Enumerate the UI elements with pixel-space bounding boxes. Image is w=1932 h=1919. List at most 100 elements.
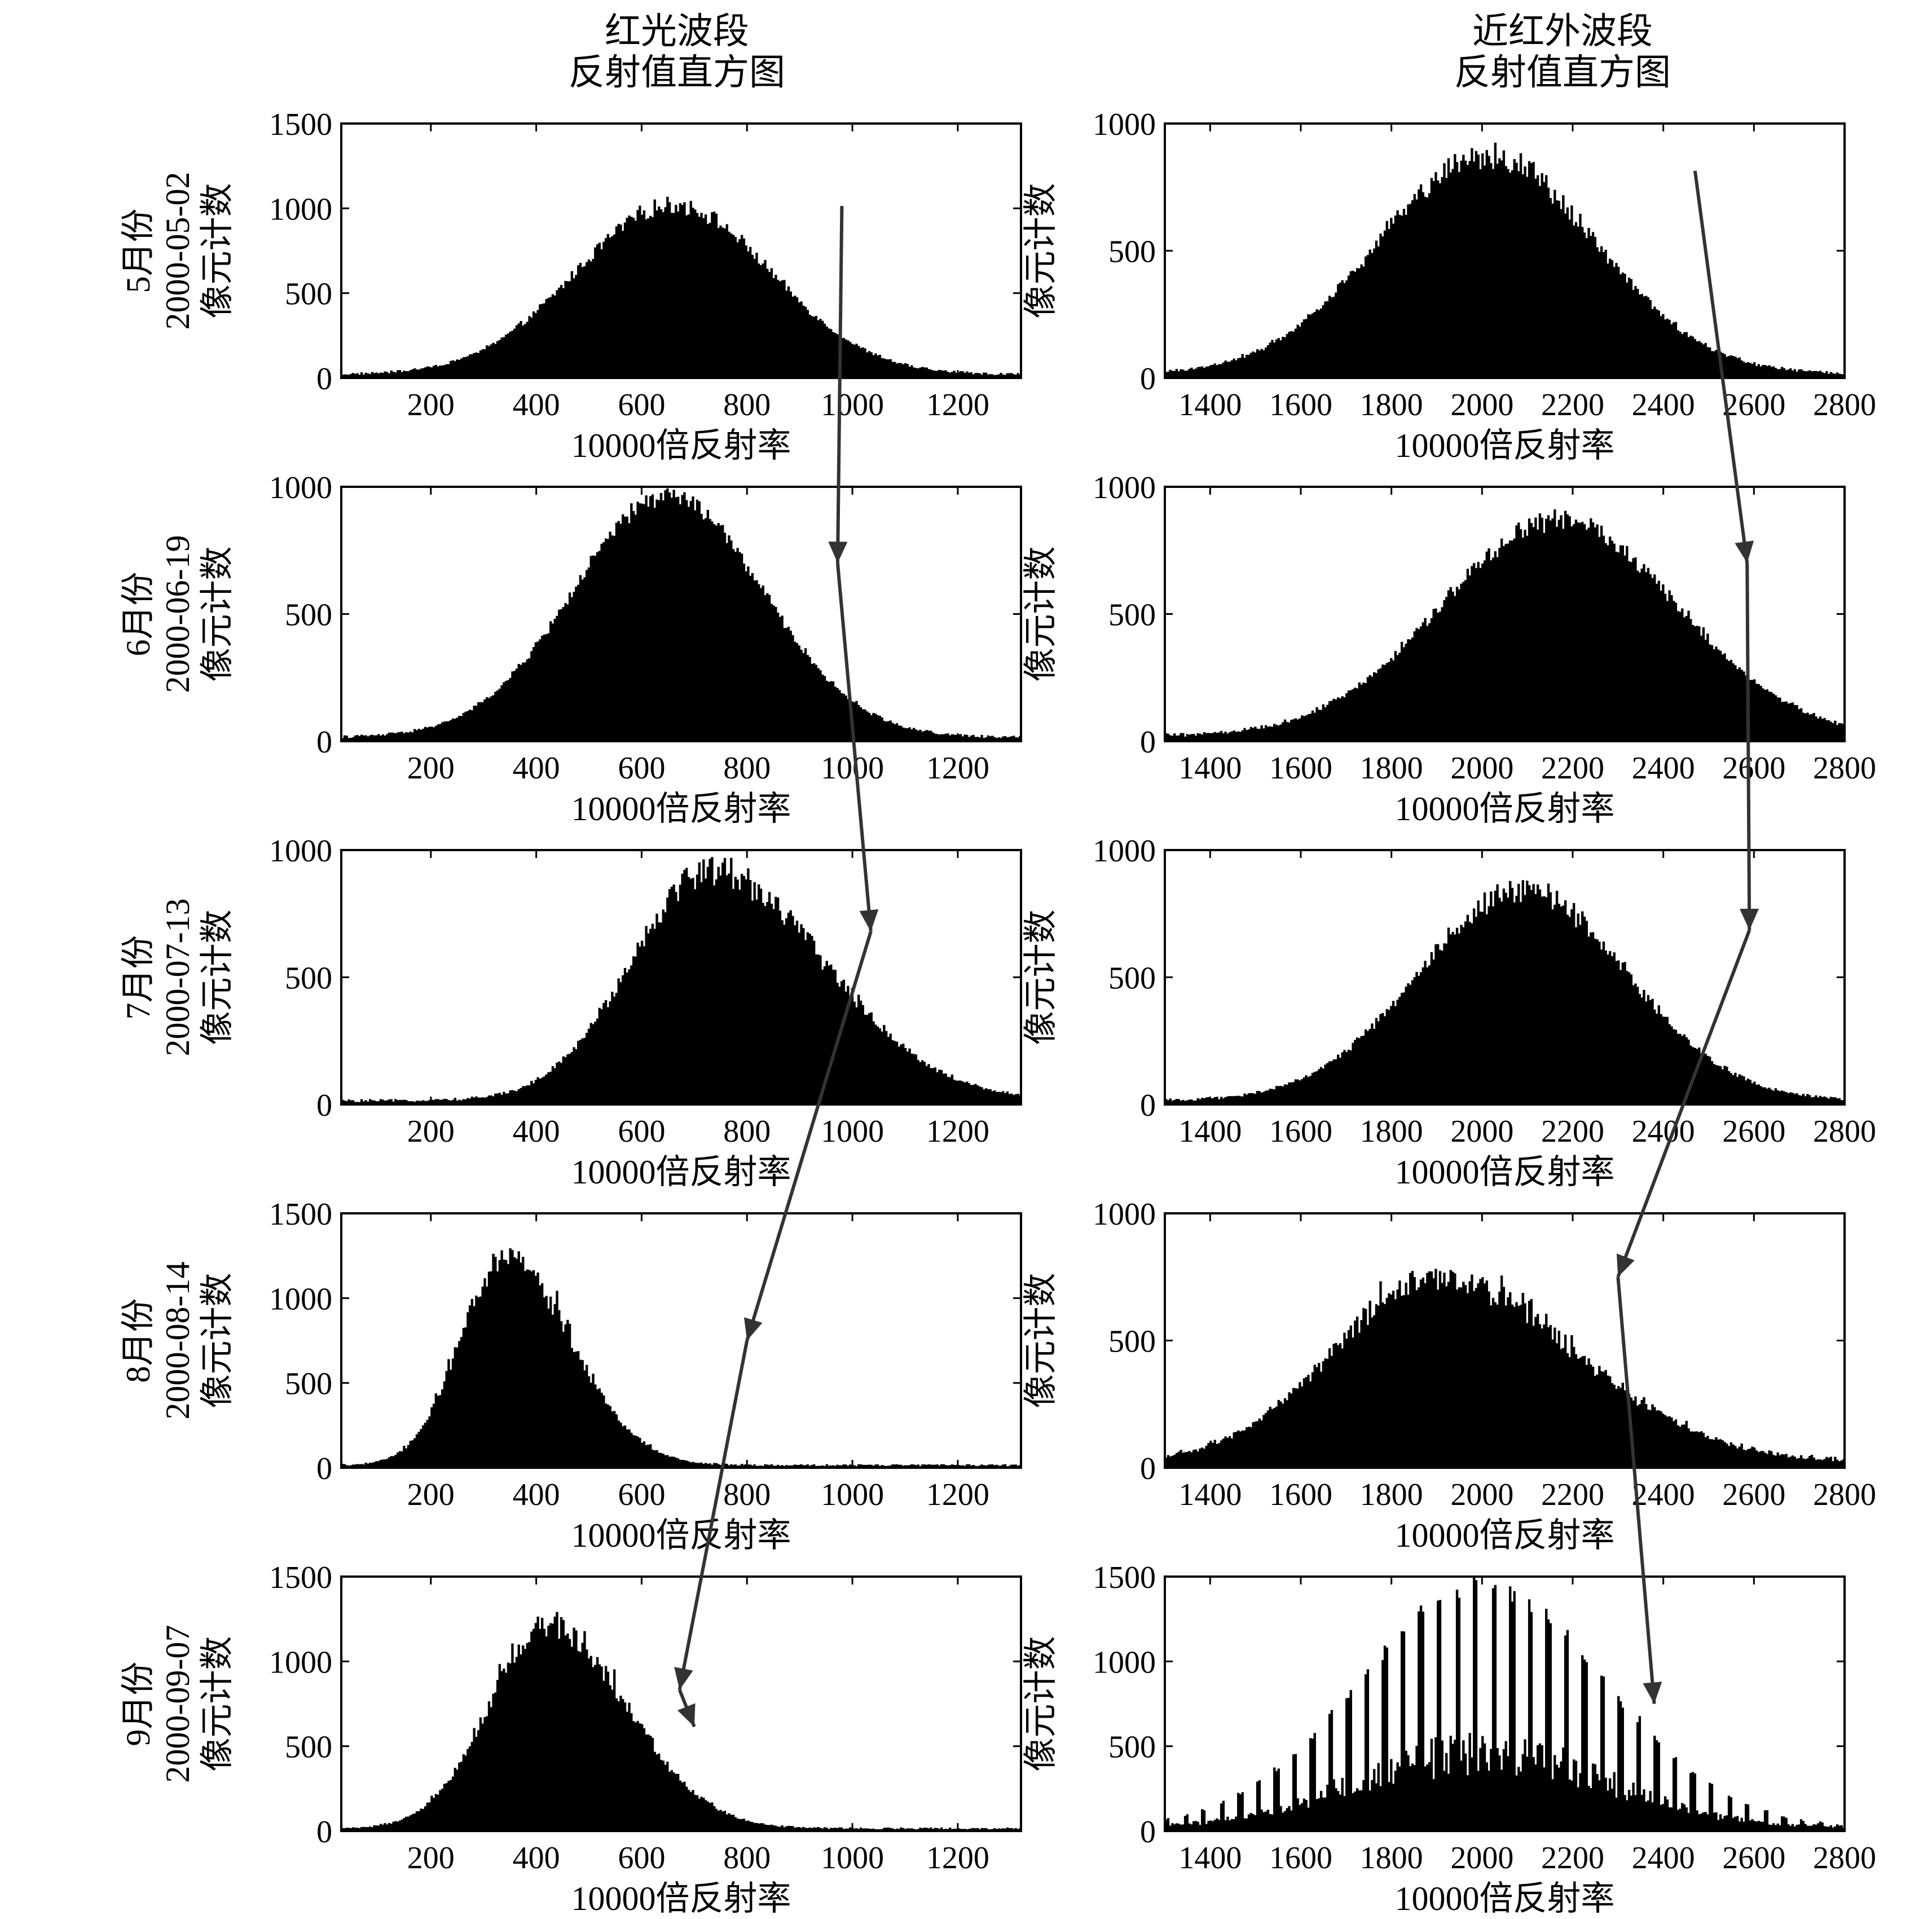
histogram-bar [1360,1790,1363,1831]
histogram-bar [1500,1770,1503,1831]
histogram-bar [1014,1094,1018,1104]
histogram-bar [351,1827,355,1831]
histogram-bar [507,680,510,741]
x-tick-label: 1600 [1269,1841,1332,1876]
histogram-bar [1636,1722,1639,1831]
histogram-bar [1211,1821,1214,1831]
histogram-bar [1757,684,1760,741]
histogram-bar [377,1825,380,1831]
histogram-bar [1557,200,1561,378]
histogram-bar [558,1639,561,1831]
histogram-bar [404,1816,408,1831]
histogram-bar [1674,1419,1678,1468]
histogram-bar [1183,371,1187,378]
histogram-bar [358,1464,361,1468]
x-tick-label: 200 [407,1114,455,1149]
histogram-bar [1294,328,1297,378]
histogram-bar [712,1463,716,1468]
x-tick-label: 600 [618,1841,665,1876]
histogram-bar [1190,1099,1193,1104]
x-tick-label: 1400 [1178,1114,1242,1149]
histogram-bar [1615,961,1618,1104]
histogram-bar [1666,601,1669,741]
histogram-bar [1511,540,1514,741]
histogram-bar [1428,623,1431,741]
histogram-bar [1496,557,1499,741]
histogram-bar [424,1423,427,1468]
histogram-bar [626,218,628,378]
histogram-bar [1216,365,1218,378]
histogram-bar [1201,1098,1204,1104]
histogram-bar [1685,615,1688,741]
histogram-bar [1201,1447,1204,1468]
histogram-bar [953,734,956,741]
histogram-bar [362,1826,366,1831]
histogram-bar [817,954,820,1104]
histogram-bar [1536,529,1539,741]
trend-arrow-head [674,1667,693,1690]
histogram-bar [1610,1788,1614,1831]
histogram-bar [1742,1449,1745,1468]
histogram-bar [345,1101,348,1104]
histogram-bar [1224,1097,1227,1104]
histogram-bar [795,297,799,378]
histogram-bar [587,1658,591,1831]
histogram-bar [927,1064,930,1104]
histogram-bar [1647,297,1650,378]
histogram-bar [934,1828,936,1831]
histogram-bar [343,1464,346,1468]
histogram-bar [1715,1812,1718,1831]
y-axis-label: 像元计数 [199,1273,236,1409]
histogram-bar [944,1465,947,1468]
histogram-bar [1594,939,1597,1104]
histogram-bar [836,334,839,378]
histogram-bar [738,552,741,741]
histogram-bar [347,1828,350,1831]
histogram-bar [415,369,419,378]
histogram-bar [1657,1005,1660,1104]
histogram-bar [1422,1277,1425,1468]
histogram-bar [1364,683,1367,741]
histogram-bar [564,603,567,741]
histogram-bar [1218,1820,1221,1831]
histogram-bar [1594,1376,1597,1468]
x-tick-label: 2400 [1632,1477,1695,1512]
histogram-bar [468,354,472,378]
histogram-bar [758,884,760,1104]
histogram-bar [600,1393,603,1468]
histogram-bar [749,1821,752,1831]
histogram-bar [766,593,769,741]
histogram-bar [583,1631,586,1831]
histogram-bar [451,718,455,741]
histogram-bar [1623,555,1626,741]
histogram-bar [596,1389,599,1468]
x-tick-label: 400 [513,751,560,786]
x-axis-label: 10000倍反射率 [571,790,791,828]
histogram-bar [1201,1809,1204,1831]
histogram-bar [530,1081,533,1104]
histogram-bar [1570,205,1573,378]
histogram-bar [647,1445,650,1468]
histogram-bar [623,1425,627,1468]
histogram-bar [343,735,346,741]
histogram-bar [566,1054,569,1104]
histogram-bar [900,1464,903,1468]
histogram-bar [1183,736,1187,741]
histogram-bar [1455,1590,1459,1831]
histogram-bar [1513,902,1516,1104]
histogram-bar [386,1459,389,1468]
histogram-bar [1360,264,1363,378]
histogram-bar [1829,1097,1833,1104]
histogram-bar [1693,1773,1697,1831]
histogram-bar [1233,1432,1235,1468]
histogram-bar [1657,1742,1660,1831]
x-tick-label: 1000 [821,388,884,422]
histogram-bar [468,1098,472,1104]
histogram-bar [1610,1383,1614,1468]
histogram-bar [498,1260,501,1468]
histogram-bar [1636,289,1639,378]
histogram-bar [513,1662,516,1831]
histogram-bar [948,1827,952,1831]
histogram-bar [1545,897,1548,1104]
histogram-bar [1294,1754,1297,1831]
